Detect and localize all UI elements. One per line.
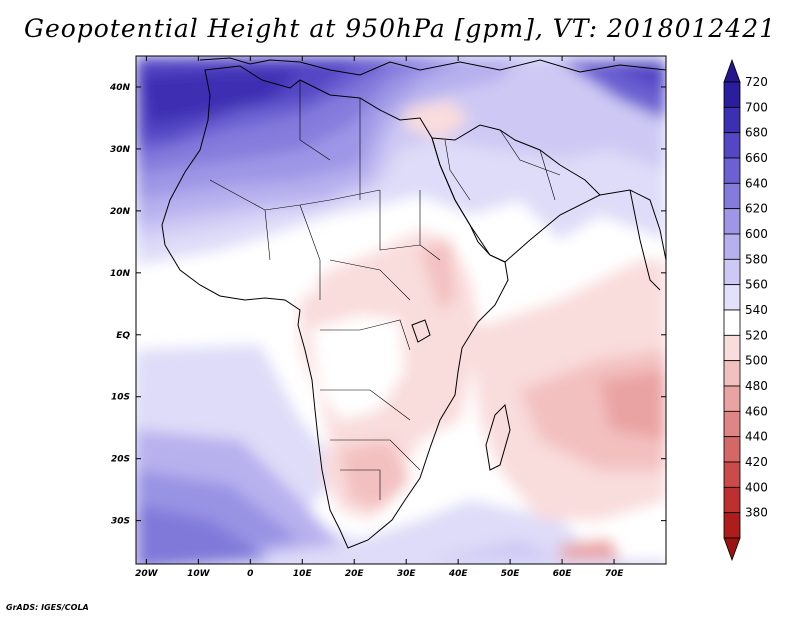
colorbar-label: 520 <box>745 328 768 342</box>
lake-victoria <box>411 319 431 343</box>
colorbar-swatch <box>723 512 741 539</box>
colorbar-label: 660 <box>745 151 768 165</box>
y-tick-label: 10S <box>111 393 130 403</box>
colorbar-label: 380 <box>745 506 768 520</box>
footer-credit: GrADS: IGES/COLA <box>6 603 89 612</box>
colorbar-swatch <box>723 284 741 311</box>
colorbar-swatch <box>723 81 741 108</box>
field-shade <box>340 440 410 510</box>
field-shade <box>430 540 560 560</box>
colorbar-label: 720 <box>745 75 768 89</box>
colorbar-label: 420 <box>745 455 768 469</box>
y-tick-label: 10N <box>110 269 131 279</box>
colorbar-label: 640 <box>745 176 768 190</box>
x-axis: 20W 10W 0 10E 20E 30E 40E 50E 60E 70E <box>135 56 624 579</box>
field-shade <box>600 62 666 95</box>
colorbar-swatch <box>723 410 741 438</box>
y-tick-label: 20S <box>111 455 130 465</box>
x-tick-label: 10E <box>293 569 313 579</box>
colorbar-swatch <box>723 360 741 387</box>
colorbar-label: 560 <box>745 278 768 292</box>
field-shade <box>240 255 320 300</box>
x-tick-label: 20W <box>135 569 159 579</box>
x-tick-label: 0 <box>247 569 253 579</box>
africa-coastline <box>161 65 509 549</box>
colorbar-swatch <box>723 233 741 260</box>
field-shade <box>140 70 300 125</box>
x-tick-label: 30E <box>397 569 417 579</box>
colorbar-label: 540 <box>745 303 768 317</box>
y-tick-label: 40N <box>109 83 131 93</box>
colorbar: 720 700 680 660 640 620 600 580 560 540 520 500 480 4… <box>723 58 768 562</box>
y-tick-label: 30S <box>111 517 130 527</box>
colorbar-swatch <box>723 258 741 286</box>
madagascar-coastline <box>485 403 511 471</box>
colorbar-label: 580 <box>745 252 768 266</box>
country-borders <box>209 80 561 500</box>
chart-title: Geopotential Height at 950hPa [gpm], VT:… <box>23 14 777 43</box>
x-tick-label: 20E <box>345 569 365 579</box>
colorbar-swatch <box>723 334 741 362</box>
colorbar-label: 440 <box>745 430 768 444</box>
colorbar-label: 400 <box>745 480 768 494</box>
colorbar-swatch <box>723 132 741 159</box>
height-field <box>136 56 666 564</box>
field-shade <box>600 370 666 440</box>
field-shade <box>136 505 270 564</box>
colorbar-label: 700 <box>745 100 768 114</box>
x-tick-label: 70E <box>605 569 625 579</box>
y-axis: 40N 30N 20N 10N EQ 10S 20S 30S <box>109 83 666 527</box>
plot-frame <box>135 55 667 565</box>
colorbar-swatch <box>723 309 741 336</box>
colorbar-label: 680 <box>745 126 768 140</box>
field-shade <box>560 540 620 560</box>
colorbar-swatch <box>723 461 741 488</box>
y-tick-label: 20N <box>110 207 131 217</box>
colorbar-swatch <box>723 157 741 184</box>
colorbar-label: 480 <box>745 379 768 393</box>
india-coastline <box>599 189 666 291</box>
colorbar-swatch <box>723 385 741 412</box>
colorbar-swatch <box>723 486 741 514</box>
europe-coastline <box>199 57 666 76</box>
y-tick-label: EQ <box>116 331 130 341</box>
y-tick-label: 30N <box>110 145 131 155</box>
colorbar-label: 500 <box>745 354 768 368</box>
colorbar-label: 620 <box>745 202 768 216</box>
colorbar-swatch <box>723 182 741 210</box>
x-tick-label: 40E <box>448 569 469 579</box>
field-shade <box>310 315 405 420</box>
x-tick-label: 60E <box>553 569 573 579</box>
colorbar-bottom-arrow <box>723 537 741 562</box>
colorbar-swatch <box>723 106 741 134</box>
field-shade <box>400 100 470 140</box>
x-tick-label: 50E <box>501 569 521 579</box>
colorbar-swatch <box>723 208 741 235</box>
coastlines <box>161 57 666 549</box>
colorbar-top-arrow <box>723 58 741 83</box>
colorbar-swatch <box>723 436 741 463</box>
colorbar-label: 600 <box>745 227 768 241</box>
colorbar-label: 460 <box>745 404 768 418</box>
x-tick-label: 10W <box>187 569 211 579</box>
field-shade <box>420 240 455 310</box>
